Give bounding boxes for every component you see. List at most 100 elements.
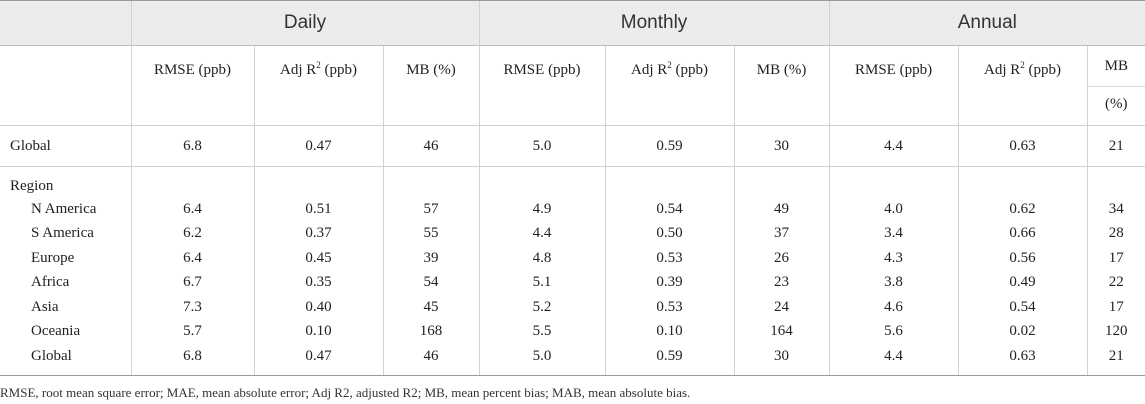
table-cell: 6.8 — [130, 125, 254, 167]
table-cell: 0.53 — [604, 295, 735, 320]
table-row: Oceania 5.7 0.10 168 5.5 0.10 164 5.6 0.02 120 — [0, 319, 1145, 344]
table-cell: 4.6 — [828, 295, 959, 320]
table-cell: 24 — [733, 295, 830, 320]
row-label: Global — [0, 344, 131, 376]
table-cell: 3.4 — [828, 221, 959, 246]
table-cell: 4.9 — [478, 197, 606, 222]
table-cell: 0.66 — [957, 221, 1088, 246]
table-cell: 164 — [733, 319, 830, 344]
table-cell: 0.02 — [957, 319, 1088, 344]
table-cell: 4.4 — [828, 125, 959, 167]
subheader-rmse: RMSE (ppb) — [828, 45, 959, 126]
region-header: Region — [10, 177, 54, 194]
table-cell: 0.45 — [253, 246, 383, 271]
table-cell: 30 — [733, 125, 830, 167]
table-cell: 6.8 — [130, 344, 254, 376]
table-cell: 168 — [382, 319, 480, 344]
table-cell: 0.54 — [957, 295, 1088, 320]
table-cell: 46 — [382, 125, 480, 167]
region-header-row: Region — [0, 166, 1145, 197]
table-cell: 0.10 — [604, 319, 735, 344]
table-row: Global 6.8 0.47 46 5.0 0.59 30 4.4 0.63 21 — [0, 344, 1145, 376]
group-header-monthly: Monthly — [478, 0, 830, 46]
table-cell: 46 — [382, 344, 480, 376]
table-cell: 0.59 — [604, 125, 735, 167]
group-header-annual: Annual — [828, 0, 1145, 46]
table-cell: 0.53 — [604, 246, 735, 271]
table-row: S America 6.2 0.37 55 4.4 0.50 37 3.4 0.66 28 — [0, 221, 1145, 246]
table-cell: 7.3 — [130, 295, 254, 320]
table-cell: 4.8 — [478, 246, 606, 271]
table-row: Asia 7.3 0.40 45 5.2 0.53 24 4.6 0.54 17 — [0, 295, 1145, 320]
row-label: S America — [31, 225, 94, 242]
table-cell: 0.54 — [604, 197, 735, 222]
row-label: Africa — [31, 274, 70, 291]
region-rows: N America 6.4 0.51 57 4.9 0.54 49 4.0 0.62 34 S Am… — [0, 197, 1145, 376]
subheader-rmse: RMSE (ppb) — [130, 45, 254, 126]
table-cell: 26 — [733, 246, 830, 271]
table-cell: 5.5 — [478, 319, 606, 344]
subheader-mb-annual-label: MB — [1087, 46, 1145, 87]
table-cell: 3.8 — [828, 270, 959, 295]
table-cell: 34 — [1086, 197, 1145, 222]
table-footnote: RMSE, root mean square error; MAE, mean … — [0, 385, 691, 400]
table-cell: 0.63 — [957, 125, 1088, 167]
table-cell: 49 — [733, 197, 830, 222]
table-cell: 0.63 — [957, 344, 1088, 376]
table-cell: 5.2 — [478, 295, 606, 320]
subheader-adj-r2: Adj R2 (ppb) — [957, 45, 1088, 126]
table-cell: 0.50 — [604, 221, 735, 246]
table-cell: 54 — [382, 270, 480, 295]
table-cell: 6.2 — [130, 221, 254, 246]
table-cell: 23 — [733, 270, 830, 295]
subheader-adj-r2: Adj R2 (ppb) — [604, 45, 735, 126]
table-cell: 28 — [1086, 221, 1145, 246]
table-cell: 5.0 — [478, 125, 606, 167]
table-cell: 21 — [1086, 344, 1145, 376]
table-cell: 55 — [382, 221, 480, 246]
subheader-rmse: RMSE (ppb) — [478, 45, 606, 126]
table-cell: 6.4 — [130, 246, 254, 271]
row-label: Asia — [31, 298, 59, 315]
table-cell: 4.3 — [828, 246, 959, 271]
table-cell: 57 — [382, 197, 480, 222]
subheader-mb-annual: MB (%) — [1086, 45, 1145, 126]
subheader-mb: MB (%) — [733, 45, 830, 126]
table-cell: 22 — [1086, 270, 1145, 295]
table-row: N America 6.4 0.51 57 4.9 0.54 49 4.0 0.62 34 — [0, 197, 1145, 222]
global-summary-row: Global 6.8 0.47 46 5.0 0.59 30 4.4 0.63 … — [0, 125, 1145, 167]
table-cell: 4.4 — [478, 221, 606, 246]
table-cell: 0.10 — [253, 319, 383, 344]
table-cell: 0.39 — [604, 270, 735, 295]
table-row: Europe 6.4 0.45 39 4.8 0.53 26 4.3 0.56 17 — [0, 246, 1145, 271]
table-cell: 39 — [382, 246, 480, 271]
table-cell: 21 — [1086, 125, 1145, 167]
table-cell: 0.35 — [253, 270, 383, 295]
table-cell: 120 — [1086, 319, 1145, 344]
header-corner — [0, 0, 131, 46]
table-cell: 6.7 — [130, 270, 254, 295]
row-label: Oceania — [31, 323, 81, 340]
table-cell: 45 — [382, 295, 480, 320]
table-cell: 37 — [733, 221, 830, 246]
table-cell: 17 — [1086, 295, 1145, 320]
table-cell: 4.0 — [828, 197, 959, 222]
row-label: Global — [0, 125, 131, 167]
table-cell: 5.0 — [478, 344, 606, 376]
table-cell: 0.62 — [957, 197, 1088, 222]
table-cell: 0.49 — [957, 270, 1088, 295]
table-cell: 0.40 — [253, 295, 383, 320]
table-cell: 5.6 — [828, 319, 959, 344]
table-cell: 0.47 — [253, 344, 383, 376]
results-table: Daily Monthly Annual RMSE (ppb) Adj R2 (… — [0, 0, 1145, 376]
table-cell: 5.1 — [478, 270, 606, 295]
subheader-mb: MB (%) — [382, 45, 480, 126]
table-cell: 0.37 — [253, 221, 383, 246]
table-cell: 30 — [733, 344, 830, 376]
table-cell: 4.4 — [828, 344, 959, 376]
table-cell: 0.56 — [957, 246, 1088, 271]
subheader-mb-annual-unit: (%) — [1105, 96, 1128, 112]
table-cell: 17 — [1086, 246, 1145, 271]
table-cell: 5.7 — [130, 319, 254, 344]
table-cell: 0.59 — [604, 344, 735, 376]
